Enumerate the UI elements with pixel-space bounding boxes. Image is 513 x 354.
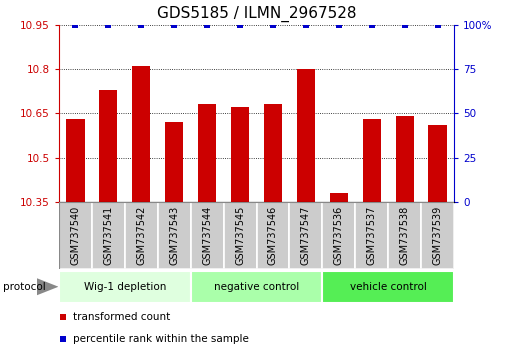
Bar (256, 202, 289, 269)
Text: negative control: negative control (214, 282, 299, 292)
Bar (322, 271, 454, 303)
Text: GSM737543: GSM737543 (169, 206, 179, 265)
Text: GSM737545: GSM737545 (235, 206, 245, 265)
Polygon shape (37, 278, 58, 295)
Bar (322, 202, 355, 269)
Text: GSM737540: GSM737540 (70, 206, 81, 265)
Bar (198, 104, 216, 202)
Text: GSM737537: GSM737537 (367, 206, 377, 265)
Bar (421, 202, 454, 269)
Bar (363, 119, 381, 202)
Bar (191, 271, 322, 303)
Text: percentile rank within the sample: percentile rank within the sample (73, 334, 249, 344)
Bar (191, 202, 224, 269)
Bar (132, 66, 150, 202)
Text: GSM737542: GSM737542 (136, 206, 146, 265)
Bar (264, 104, 282, 202)
Bar (396, 116, 413, 202)
Bar (100, 90, 117, 202)
Bar (224, 202, 256, 269)
Bar (289, 202, 322, 269)
Bar (428, 125, 447, 202)
Bar (59, 202, 92, 269)
Text: GSM737541: GSM737541 (104, 206, 113, 265)
Title: GDS5185 / ILMN_2967528: GDS5185 / ILMN_2967528 (157, 6, 356, 22)
Text: protocol: protocol (3, 282, 45, 292)
Text: transformed count: transformed count (73, 312, 170, 322)
Text: vehicle control: vehicle control (350, 282, 427, 292)
Text: GSM737536: GSM737536 (334, 206, 344, 265)
Bar (125, 202, 158, 269)
Text: Wig-1 depletion: Wig-1 depletion (84, 282, 166, 292)
Bar (297, 69, 315, 202)
Bar (355, 202, 388, 269)
Bar (92, 202, 125, 269)
Bar (59, 271, 191, 303)
Bar (165, 122, 183, 202)
Text: GSM737546: GSM737546 (268, 206, 278, 265)
Text: GSM737547: GSM737547 (301, 206, 311, 265)
Bar (330, 193, 348, 202)
Bar (66, 119, 85, 202)
Bar (388, 202, 421, 269)
Text: GSM737538: GSM737538 (400, 206, 409, 265)
Bar (158, 202, 191, 269)
Text: GSM737539: GSM737539 (432, 206, 443, 265)
Bar (231, 107, 249, 202)
Text: GSM737544: GSM737544 (202, 206, 212, 265)
